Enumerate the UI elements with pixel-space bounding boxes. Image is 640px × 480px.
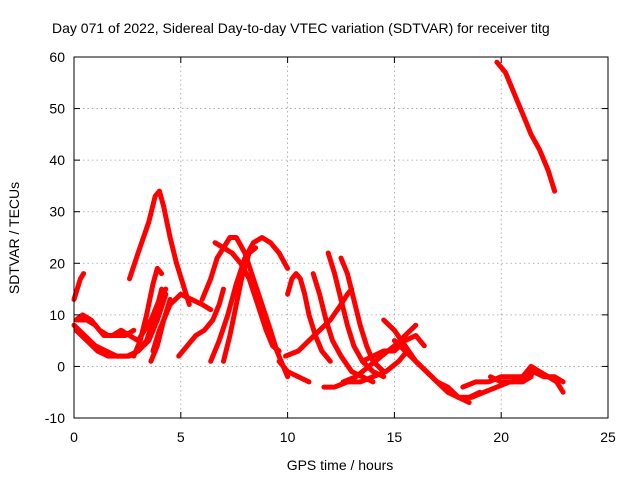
series-track-4 xyxy=(73,286,165,359)
series-track-26 xyxy=(456,374,534,400)
y-tick-label: 20 xyxy=(49,255,65,271)
y-tick-label: 40 xyxy=(49,152,65,168)
x-tick-label: 25 xyxy=(600,429,616,445)
series-track-29 xyxy=(509,369,566,385)
series-track-28 xyxy=(488,363,566,395)
x-tick-label: 15 xyxy=(387,429,403,445)
series-track-5 xyxy=(75,286,169,344)
series-track-10 xyxy=(176,286,226,359)
series-track-22 xyxy=(340,322,419,385)
x-tick-label: 10 xyxy=(280,429,296,445)
x-tick-label: 5 xyxy=(177,429,185,445)
y-tick-label: 60 xyxy=(49,49,65,65)
series-track-1 xyxy=(71,271,87,302)
y-tick-label: 30 xyxy=(49,204,65,220)
y-tick-label: 50 xyxy=(49,101,65,117)
series-track-19 xyxy=(325,250,387,380)
series-track-7 xyxy=(131,265,165,359)
series-track-6 xyxy=(127,188,192,307)
y-axis-title: SDTVAR / TECUs xyxy=(6,182,22,294)
y-tick-label: 0 xyxy=(57,358,65,374)
y-tick-label: 10 xyxy=(49,307,65,323)
series-track-17 xyxy=(283,286,355,359)
tick-label-layer: 0 5 10 15 20 25 -10 0 10 20 30 40 50 60 xyxy=(45,49,616,445)
x-tick-label: 0 xyxy=(70,429,78,445)
series-layer xyxy=(71,59,566,405)
plot-frame xyxy=(73,56,609,419)
y-tick-label: -10 xyxy=(45,410,65,426)
series-track-14 xyxy=(221,245,259,364)
series-track-23 xyxy=(359,333,427,364)
series-track-30 xyxy=(494,59,558,194)
series-track-13 xyxy=(212,240,282,354)
series-track-16 xyxy=(285,271,333,364)
chart-title: Day 071 of 2022, Sidereal Day-to-day VTE… xyxy=(52,20,550,36)
series-track-9 xyxy=(148,296,173,364)
tick-layer xyxy=(73,56,609,419)
x-axis-title: GPS time / hours xyxy=(287,457,394,473)
series-track-15 xyxy=(276,358,312,385)
x-tick-label: 20 xyxy=(493,429,509,445)
series-track-21 xyxy=(321,348,410,390)
